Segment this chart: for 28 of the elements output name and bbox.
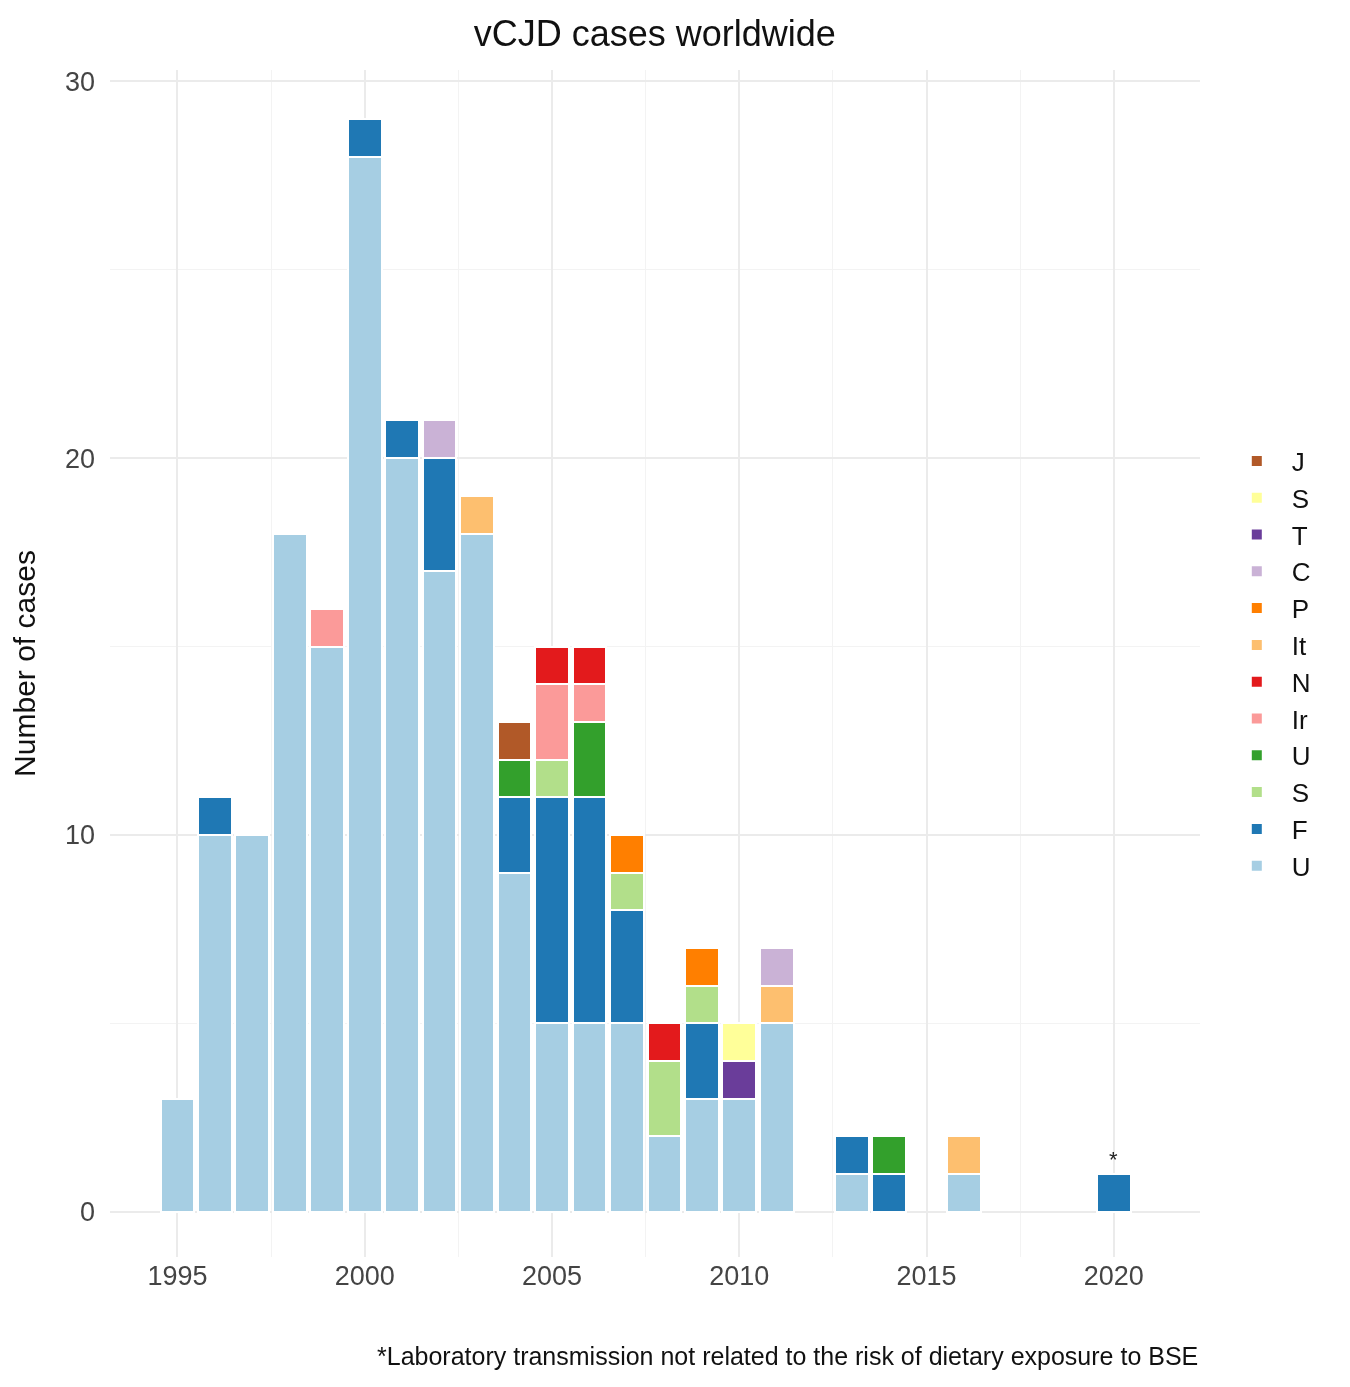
legend-label: Ir <box>1291 704 1309 735</box>
x-tick-label: 1995 <box>147 1261 208 1291</box>
legend-label: S <box>1291 778 1310 809</box>
y-tick-label: 0 <box>79 1197 95 1228</box>
y-tick-label: 10 <box>64 820 95 851</box>
chart-title: vCJD cases worldwide <box>473 13 836 54</box>
legend-label: It <box>1291 631 1308 662</box>
legend-label: P <box>1291 594 1310 625</box>
text: *Laboratory transmission not related to the risk of dietary exposure to BSE <box>377 1342 1199 1370</box>
legend-label: C <box>1291 557 1311 588</box>
x-tick-label: 2000 <box>334 1261 395 1291</box>
legend-label: T <box>1291 520 1308 551</box>
x-tick-label: 2020 <box>1083 1261 1144 1291</box>
x-tick-label: 2015 <box>896 1261 957 1291</box>
y-axis-title: Number of cases <box>7 550 41 777</box>
legend-label: J <box>1291 447 1305 478</box>
legend-label: N <box>1291 667 1311 698</box>
legend-label: F <box>1291 815 1308 846</box>
x-tick-label: 2005 <box>521 1261 583 1291</box>
legend-label: U <box>1291 851 1311 882</box>
y-tick-label: 30 <box>64 66 95 97</box>
x-tick-label: 2010 <box>709 1261 770 1291</box>
bar <box>1095 1173 1132 1213</box>
annotation: * <box>1109 1147 1118 1172</box>
bar <box>159 1097 196 1213</box>
legend-label: U <box>1291 741 1311 772</box>
y-tick-label: 20 <box>64 443 95 474</box>
legend-label: S <box>1291 483 1310 514</box>
